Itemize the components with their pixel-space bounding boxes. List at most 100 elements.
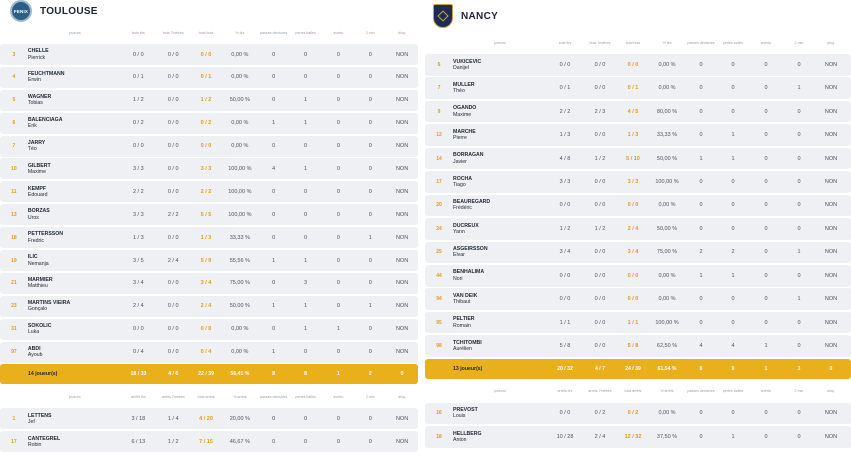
player-first-name: Nemanja <box>27 260 49 267</box>
stat-cell: 0 <box>797 225 801 232</box>
player-name: MARCHE Pierre <box>453 129 547 142</box>
stat-cell: NON <box>824 319 838 326</box>
total-row: 13 joueur(s) 20 / 32 4 / 7 24 / 39 61,54 % 8 9… <box>425 358 851 379</box>
column-header: passes décisives <box>687 40 715 45</box>
jersey-number: 5 <box>12 97 16 104</box>
stat-cell: 0 / 4 <box>132 349 144 356</box>
nancy-panel: NANCY joueurs buts tirs buts 7mètres total … <box>425 0 851 450</box>
stat-cell: 5 / 9 <box>200 257 212 264</box>
stat-cell: NON <box>395 143 409 150</box>
player-last-name: MARCHE <box>453 128 476 135</box>
stat-cell: 0 <box>764 61 768 68</box>
stat-cell: 0 <box>764 249 768 256</box>
column-header: buts 7mètres <box>589 40 611 45</box>
player-row: 11 KEMPF Edouard 2 / 2 0 / 0 2 / 2 100,00 % 0 0 0… <box>0 181 418 203</box>
jersey-number: 10 <box>11 165 17 172</box>
stat-cell: NON <box>395 303 409 310</box>
player-last-name: WAGNER <box>27 93 52 100</box>
total-cell: 0 <box>829 365 833 372</box>
player-name: ABDI Ayoub <box>28 346 122 359</box>
stat-cell: 0 <box>368 51 372 58</box>
player-row: 5 WAGNER Tobias 1 / 2 0 / 0 1 / 2 50,00 % 0 1 0 0 N… <box>0 89 418 111</box>
stat-cell: 0 <box>731 296 735 303</box>
stat-cell: 0 / 0 <box>559 272 571 279</box>
stat-cell: 0 <box>699 61 703 68</box>
stat-cell: 3 / 3 <box>200 165 212 172</box>
stat-cell: 1 / 2 <box>559 225 571 232</box>
stat-cell: 1 / 2 <box>200 97 212 104</box>
stat-cell: 6 / 13 <box>131 438 146 445</box>
stat-cell: 0 / 0 <box>627 296 639 303</box>
stat-cell: 0 <box>272 415 276 422</box>
stat-cell: 2 / 2 <box>167 211 179 218</box>
column-header: averto <box>333 395 344 400</box>
jersey-number: 18 <box>436 433 442 440</box>
stat-cell: 5 / 5 <box>200 211 212 218</box>
player-last-name: CHELLE <box>27 48 49 55</box>
stat-cell: 0 <box>699 433 703 440</box>
stat-cell: 1 / 2 <box>594 225 606 232</box>
stat-cell: 0 <box>699 319 703 326</box>
total-label: 14 joueur(s) <box>28 371 58 378</box>
stat-cell: 0 <box>368 326 372 333</box>
stat-cell: NON <box>824 61 838 68</box>
stat-cell: NON <box>824 343 838 350</box>
stat-cell: 3 / 5 <box>132 257 144 264</box>
total-cell: 1 <box>336 371 340 378</box>
stat-cell: 3 / 3 <box>627 178 639 185</box>
player-name: VUKICEVIC Danijel <box>453 59 547 72</box>
stat-cell: 0 <box>797 343 801 350</box>
player-row: 18 PETTERSSON Fredric 1 / 3 0 / 0 1 / 3 33,33 … <box>0 227 418 249</box>
stat-cell: 1 <box>368 303 372 310</box>
total-label: 13 joueur(s) <box>453 365 483 372</box>
jersey-number: 21 <box>11 280 17 287</box>
jersey-number: 7 <box>12 143 16 150</box>
player-row: 12 MARCHE Pierre 1 / 3 0 / 0 1 / 3 33,33 % 0 1 0 0… <box>425 124 851 146</box>
stat-cell: 0 <box>336 97 340 104</box>
player-first-name: Erwin <box>27 77 41 84</box>
player-row: 21 MARMIER Matthieu 3 / 4 0 / 0 3 / 4 75,00 % 0… <box>0 272 418 294</box>
stat-cell: 0 <box>797 202 801 209</box>
stat-cell: 0 <box>272 188 276 195</box>
column-header: joueurs <box>68 30 81 35</box>
player-name: BORZAS Uros <box>28 208 122 221</box>
jersey-number: 44 <box>436 272 442 279</box>
team-name: TOULOUSE <box>40 5 98 17</box>
stat-cell: 0 <box>797 108 801 115</box>
stat-cell: 0 / 0 <box>627 61 639 68</box>
column-header: % tirs <box>662 40 672 45</box>
stat-cell: 55,56 % <box>229 257 250 264</box>
stat-cell: NON <box>395 97 409 104</box>
player-first-name: Tobias <box>27 100 43 107</box>
team-name: NANCY <box>461 10 499 22</box>
player-row: 98 TCHITOMBI Aurélien 5 / 8 0 / 0 5 / 8 62,50 … <box>425 335 851 357</box>
stat-cell: 3 / 3 <box>132 165 144 172</box>
stat-cell: 1 / 1 <box>627 319 639 326</box>
player-last-name: ABDI <box>27 345 41 352</box>
goalkeepers-list: 1 LETTENS Jef 3 / 18 1 / 4 4 / 20 20,00 % 0 0 0 0 N… <box>0 408 418 453</box>
total-row: 14 joueur(s) 18 / 33 4 / 6 22 / 39 56,41 % 8 8… <box>0 364 418 385</box>
stat-cell: 0 / 0 <box>594 343 606 350</box>
stat-cell: 3 / 18 <box>131 415 146 422</box>
stat-cell: 1 <box>699 155 703 162</box>
stat-cell: 0 <box>731 178 735 185</box>
stat-cell: 0 <box>368 257 372 264</box>
stat-cell: 0 / 1 <box>559 85 571 92</box>
stat-cell: NON <box>395 326 409 333</box>
total-cell: 2 <box>368 371 372 378</box>
stat-cell: 0 <box>272 280 276 287</box>
stat-cell: 1 <box>797 296 801 303</box>
stat-cell: 0,00 % <box>231 51 249 58</box>
stat-cell: 0 <box>764 225 768 232</box>
player-last-name: FEUCHTMANN <box>27 71 65 78</box>
stat-cell: NON <box>824 85 838 92</box>
player-first-name: Uros <box>27 214 39 221</box>
stat-cell: 0 / 0 <box>167 188 179 195</box>
stat-cell: 0 <box>336 143 340 150</box>
column-header: 2 min <box>365 30 375 35</box>
column-header: arrêts 7mètres <box>588 389 612 394</box>
player-row: 3 CHELLE Pierrick 0 / 0 0 / 0 0 / 0 0,00 % 0 0 0 0… <box>0 44 418 65</box>
stat-cell: 0 / 0 <box>594 249 606 256</box>
stat-cell: 62,50 % <box>656 343 678 350</box>
player-first-name: Danijel <box>453 64 469 71</box>
